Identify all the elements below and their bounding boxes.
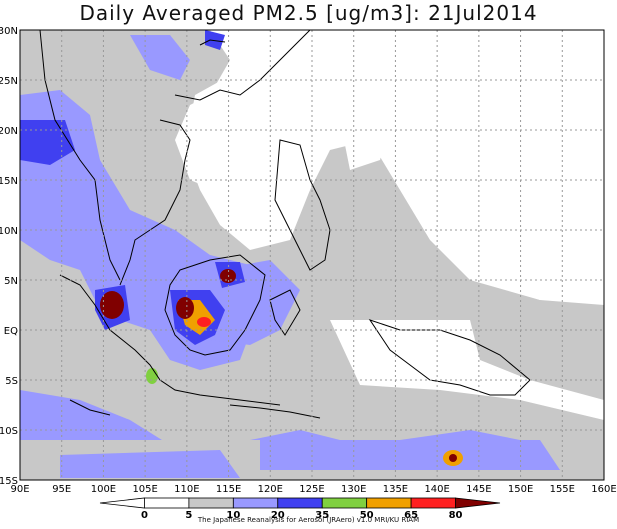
lat-tick-label: 15S [0, 476, 18, 487]
lat-tick-label: 25N [0, 76, 18, 87]
lat-tick-label: 20N [0, 126, 18, 137]
colorbar-segment [455, 497, 501, 509]
colorbar-segment [144, 497, 190, 509]
lon-tick-labels: 90E 95E 100E 105E 110E 115E 120E 125E 130E 135E 14… [10, 484, 616, 495]
lat-tick-label: 10N [0, 226, 18, 237]
colorbar-label: 10 [226, 510, 240, 521]
lon-tick-label: 155E [550, 484, 575, 495]
lon-tick-label: 105E [132, 484, 157, 495]
colorbar-label: 65 [404, 510, 418, 521]
lon-tick-label: 140E [424, 484, 449, 495]
colorbar-segment [99, 497, 145, 509]
lon-tick-label: 150E [508, 484, 533, 495]
lat-tick-label: 30N [0, 26, 18, 37]
colorbar-segment [232, 497, 279, 509]
colorbar-segment [277, 497, 323, 509]
credit-text: The Japanese Reanalysis for Aerosol (JRA… [197, 516, 420, 524]
grid-layer [20, 30, 604, 480]
colorbar-label: 5 [185, 510, 192, 521]
lat-tick-label: EQ [4, 326, 18, 337]
lon-tick-label: 115E [216, 484, 241, 495]
colorbar-segment [188, 497, 234, 509]
lat-tick-label: 15N [0, 176, 18, 187]
lat-tick-labels: 30N 25N 20N 15N 10N 5N EQ 5S 10S 15S [0, 26, 18, 487]
colorbar-segment [321, 497, 368, 509]
lon-tick-label: 130E [341, 484, 366, 495]
colorbar-label: 0 [141, 510, 148, 521]
lon-tick-label: 110E [174, 484, 199, 495]
lon-tick-label: 135E [383, 484, 408, 495]
lat-tick-label: 5S [5, 376, 18, 387]
lat-tick-label: 10S [0, 426, 18, 437]
colorbar-segment [366, 497, 412, 509]
colorbar-segment [410, 497, 456, 509]
plot-frame [19, 29, 605, 481]
lon-tick-label: 90E [10, 484, 29, 495]
lon-tick-label: 95E [52, 484, 71, 495]
colorbar-label: 20 [271, 510, 285, 521]
lon-tick-label: 160E [591, 484, 616, 495]
map-title: Daily Averaged PM2.5 [ug/m3]: 21Jul2014 [79, 1, 538, 25]
lon-tick-label: 100E [91, 484, 116, 495]
lon-tick-label: 145E [466, 484, 491, 495]
colorbar: 0 5 10 20 35 50 65 80 [99, 497, 501, 521]
lon-tick-label: 125E [299, 484, 324, 495]
colorbar-label: 35 [315, 510, 329, 521]
lat-tick-label: 5N [4, 276, 18, 287]
coastline-layer [39, 29, 531, 419]
colorbar-label: 50 [360, 510, 374, 521]
colorbar-label: 80 [449, 510, 463, 521]
lon-tick-label: 120E [258, 484, 283, 495]
